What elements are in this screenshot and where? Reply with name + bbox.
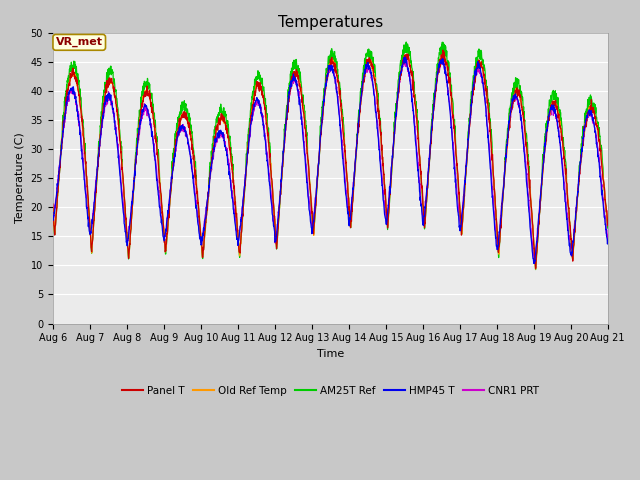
Line: AM25T Ref: AM25T Ref — [52, 42, 608, 270]
Old Ref Temp — [319, 113, 326, 119]
Panel T — [49, 201, 56, 207]
HMP45 T — [49, 214, 56, 220]
Panel T — [319, 114, 326, 120]
AM25T Ref — [304, 158, 312, 164]
CNR1 PRT — [531, 259, 539, 265]
Panel T — [486, 129, 494, 134]
HMP45 T — [304, 192, 312, 198]
Old Ref Temp — [532, 266, 540, 272]
Panel T — [304, 157, 312, 163]
Line: CNR1 PRT: CNR1 PRT — [52, 60, 608, 262]
Panel T — [604, 223, 612, 228]
AM25T Ref — [486, 116, 494, 122]
AM25T Ref — [588, 103, 596, 108]
CNR1 PRT — [77, 135, 85, 141]
CNR1 PRT — [604, 236, 612, 241]
Old Ref Temp — [588, 109, 596, 115]
CNR1 PRT — [319, 117, 326, 123]
Panel T — [439, 47, 447, 53]
Old Ref Temp — [49, 204, 56, 210]
Title: Temperatures: Temperatures — [278, 15, 383, 30]
Line: Old Ref Temp: Old Ref Temp — [52, 54, 608, 269]
CNR1 PRT — [588, 111, 596, 117]
Panel T — [588, 107, 596, 113]
HMP45 T — [588, 115, 596, 120]
HMP45 T — [588, 113, 596, 119]
Old Ref Temp — [77, 109, 85, 115]
CNR1 PRT — [588, 112, 596, 118]
Legend: Panel T, Old Ref Temp, AM25T Ref, HMP45 T, CNR1 PRT: Panel T, Old Ref Temp, AM25T Ref, HMP45 … — [118, 382, 543, 400]
Text: VR_met: VR_met — [56, 37, 103, 48]
Panel T — [532, 265, 540, 271]
AM25T Ref — [403, 39, 410, 45]
Line: Panel T: Panel T — [52, 50, 608, 268]
AM25T Ref — [319, 98, 326, 104]
Old Ref Temp — [440, 51, 448, 57]
AM25T Ref — [604, 225, 612, 231]
Old Ref Temp — [304, 157, 312, 163]
HMP45 T — [486, 161, 494, 167]
HMP45 T — [604, 237, 612, 242]
HMP45 T — [77, 144, 85, 149]
Old Ref Temp — [588, 108, 596, 113]
HMP45 T — [401, 54, 409, 60]
X-axis label: Time: Time — [317, 349, 344, 359]
AM25T Ref — [588, 98, 596, 104]
AM25T Ref — [77, 96, 85, 101]
Panel T — [77, 108, 85, 114]
CNR1 PRT — [486, 156, 494, 162]
Old Ref Temp — [486, 125, 494, 131]
CNR1 PRT — [304, 184, 312, 190]
CNR1 PRT — [403, 58, 411, 63]
AM25T Ref — [532, 267, 540, 273]
CNR1 PRT — [49, 209, 56, 215]
Line: HMP45 T: HMP45 T — [52, 57, 608, 264]
HMP45 T — [319, 110, 326, 116]
Panel T — [588, 105, 596, 111]
Y-axis label: Temperature (C): Temperature (C) — [15, 132, 25, 223]
HMP45 T — [531, 261, 538, 266]
AM25T Ref — [49, 206, 56, 212]
Old Ref Temp — [604, 221, 612, 227]
